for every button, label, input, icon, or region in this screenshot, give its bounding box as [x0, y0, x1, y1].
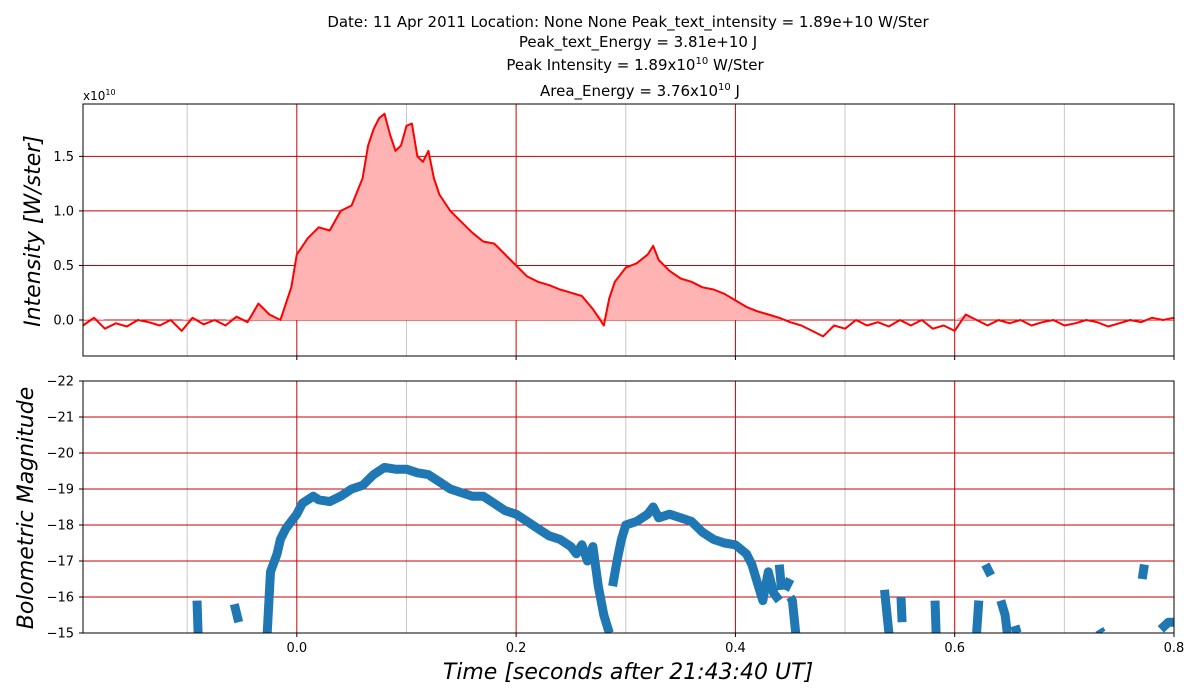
magnitude-segment: [780, 576, 795, 592]
magnitude-segment: [1137, 563, 1149, 580]
y-tick-label: −20: [47, 447, 74, 462]
magnitude-segment: [996, 599, 1012, 633]
x-tick-label: 0.2: [506, 641, 527, 656]
header-line-1: Date: 11 Apr 2011 Location: None None Pe…: [327, 13, 929, 32]
magnitude-ticks: −15 −16 −17 −18 −19 −20 −21 −22 0.0 0.2 0.4 0.6 0.8: [47, 375, 1185, 657]
intensity-panel: 0.0 0.5 1.0 1.5 x1010 Intensity [W/ster]: [21, 88, 1175, 360]
intensity-scale-label: x1010: [83, 88, 116, 103]
magnitude-segment: [774, 564, 786, 591]
magnitude-segment: [192, 600, 203, 633]
y-tick-label: −16: [47, 591, 74, 606]
magnitude-segment: [930, 600, 941, 633]
time-x-axis-label: Time [seconds after 21:43:40 UT]: [443, 660, 813, 685]
y-tick-label: −22: [47, 375, 74, 390]
magnitude-segment: [1010, 624, 1022, 633]
magnitude-axes-frame: [82, 380, 1175, 634]
magnitude-segment: [1157, 617, 1174, 633]
intensity-axes-frame: [82, 103, 1175, 357]
magnitude-segment: [786, 594, 801, 633]
magnitude-grid: [83, 380, 1174, 634]
y-tick-label: 0.0: [53, 314, 74, 329]
y-tick-label: 0.5: [53, 259, 74, 274]
magnitude-segment: [229, 603, 244, 624]
x-tick-label: 0.8: [1164, 641, 1185, 656]
header-line-4: Area_Energy = 3.76x1010 J: [540, 82, 740, 101]
intensity-area-fill: [83, 113, 1174, 320]
magnitude-segment: [262, 462, 614, 633]
magnitude-segment: [880, 589, 894, 633]
intensity-y-axis-label: Intensity [W/ster]: [21, 135, 46, 327]
x-tick-label: 0.4: [725, 641, 746, 656]
y-tick-label: 1.5: [53, 150, 74, 165]
header-line-3: Peak Intensity = 1.89x1010 W/Ster: [506, 56, 764, 74]
magnitude-segment: [896, 596, 907, 623]
x-tick-label: 0.6: [944, 641, 965, 656]
magnitude-segment: [1095, 627, 1106, 633]
y-tick-label: −21: [47, 411, 74, 426]
intensity-series-line: [82, 112, 1175, 338]
magnitude-series: [192, 462, 1174, 633]
y-tick-label: −17: [47, 555, 74, 570]
y-tick-label: 1.0: [53, 204, 74, 219]
intensity-ticks: 0.0 0.5 1.0 1.5: [53, 150, 1175, 360]
magnitude-segment: [608, 502, 783, 606]
y-tick-label: −15: [47, 627, 74, 642]
y-tick-label: −18: [47, 519, 74, 534]
magnitude-y-axis-label: Bolometric Magnitude: [14, 387, 39, 630]
header-line-2: Peak_text_Energy = 3.81e+10 J: [519, 33, 757, 52]
magnitude-panel: −15−16−17−18−19−20−21−220.0 0.2 0.4 0.6 0.8 …: [14, 375, 1184, 686]
magnitude-segment: [972, 600, 984, 633]
x-tick-label: 0.0: [286, 641, 307, 656]
magnitude-segment: [981, 562, 995, 578]
y-tick-label: −19: [47, 483, 74, 498]
